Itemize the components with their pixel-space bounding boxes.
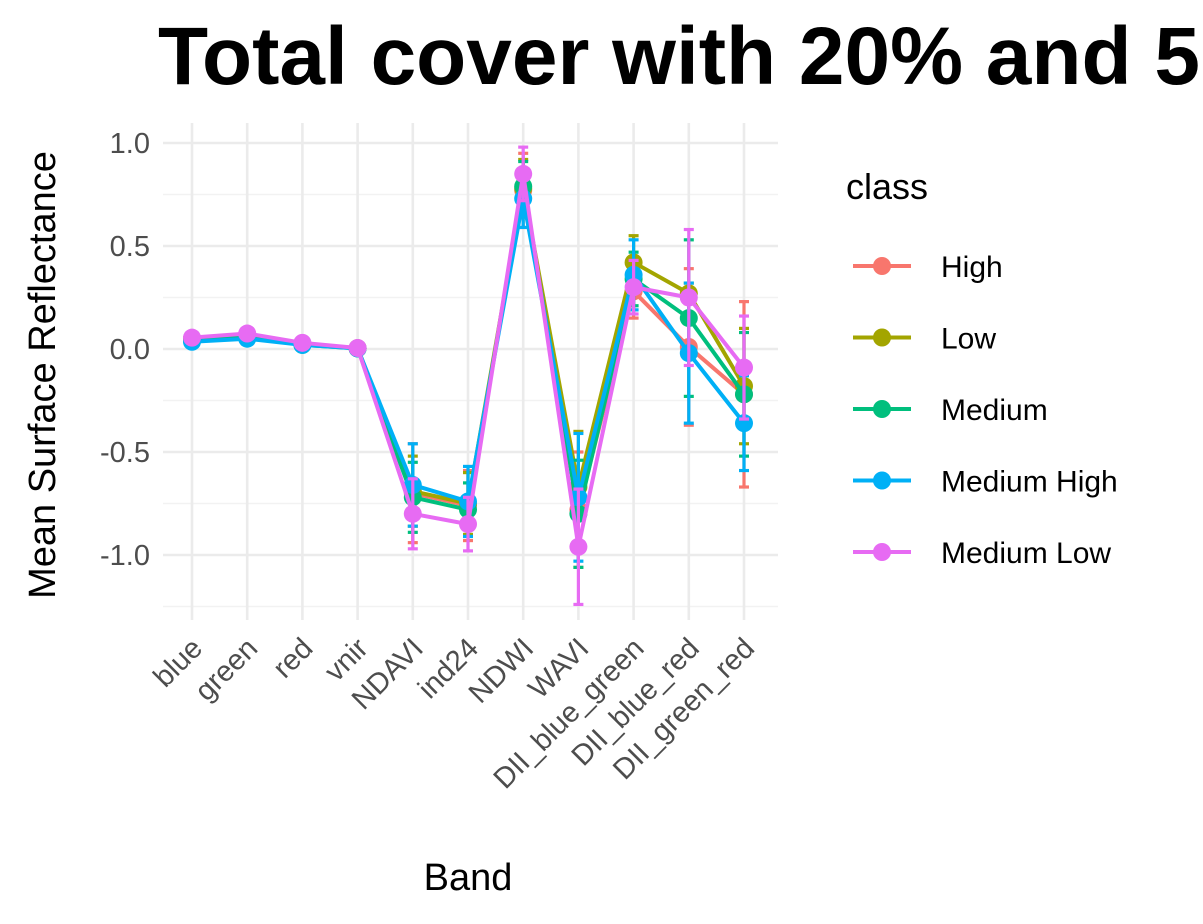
legend-label: Medium High [941, 466, 1118, 499]
y-axis-ticks: 1.0 0.5 0.0 -0.5 -1.0 [100, 128, 150, 572]
legend-item: Low [853, 323, 996, 356]
legend-key-point [873, 543, 891, 561]
legend-item: Medium [853, 394, 1048, 427]
data-point [403, 504, 422, 523]
data-point [624, 278, 643, 297]
chart-title: Total cover with 20% and 5 [158, 11, 1200, 102]
legend-label: Low [941, 323, 996, 356]
legend: class High Low Medium Medium High Medium Low [846, 166, 1118, 570]
legend-key-point [873, 328, 891, 347]
series-group [183, 145, 753, 607]
data-point [735, 358, 753, 377]
legend-key-point [873, 257, 891, 275]
grid [163, 123, 778, 620]
x-tick-label: green [189, 632, 264, 707]
data-point [569, 537, 588, 556]
x-axis-title: Band [424, 857, 513, 899]
legend-item: Medium High [853, 466, 1118, 499]
legend-item: High [853, 251, 1003, 284]
y-tick-label: 1.0 [110, 128, 150, 160]
legend-key-point [873, 471, 891, 490]
y-tick-label: 0.5 [110, 231, 150, 263]
data-point [679, 288, 698, 307]
data-point [183, 328, 201, 347]
data-point [293, 333, 312, 352]
y-tick-label: -0.5 [100, 437, 150, 469]
legend-label: Medium [941, 394, 1048, 427]
legend-item: Medium Low [853, 537, 1111, 570]
legend-key-point [873, 400, 891, 418]
data-point [514, 164, 533, 183]
legend-title: class [846, 166, 928, 207]
series-medium-low [183, 145, 753, 607]
data-point [238, 324, 257, 343]
x-tick-label: red [267, 632, 319, 684]
y-axis-title: Mean Surface Reflectance [22, 151, 64, 599]
y-tick-label: -1.0 [100, 540, 150, 572]
x-tick-label: NDWI [463, 632, 540, 709]
legend-label: High [941, 251, 1003, 284]
data-point [459, 515, 477, 534]
y-tick-label: 0.0 [110, 334, 150, 366]
data-point [348, 338, 367, 357]
legend-label: Medium Low [941, 537, 1111, 570]
